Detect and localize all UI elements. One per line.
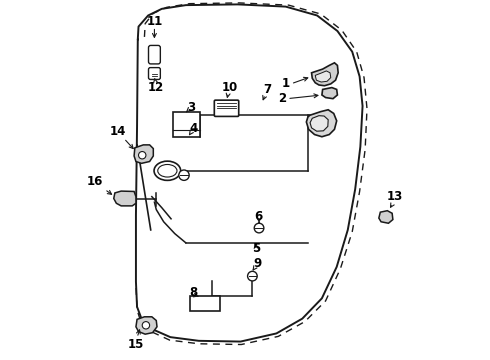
Circle shape — [142, 321, 149, 329]
Circle shape — [247, 271, 257, 281]
Text: 7: 7 — [263, 83, 271, 96]
Text: 10: 10 — [222, 81, 238, 94]
Text: 15: 15 — [128, 338, 144, 351]
Text: 6: 6 — [254, 211, 262, 224]
Text: 4: 4 — [189, 122, 197, 135]
Polygon shape — [312, 63, 338, 86]
Text: 16: 16 — [87, 175, 103, 188]
Polygon shape — [306, 110, 337, 137]
Polygon shape — [114, 191, 136, 206]
Circle shape — [179, 170, 189, 180]
Bar — [173, 112, 199, 138]
Text: 2: 2 — [278, 92, 286, 105]
Polygon shape — [136, 317, 157, 334]
Text: 12: 12 — [148, 81, 165, 94]
Polygon shape — [134, 145, 153, 163]
Text: 9: 9 — [254, 257, 262, 270]
Polygon shape — [322, 87, 338, 99]
Text: 11: 11 — [147, 14, 163, 27]
Bar — [190, 296, 220, 311]
FancyBboxPatch shape — [148, 45, 160, 64]
Ellipse shape — [158, 165, 177, 177]
Text: 1: 1 — [282, 77, 290, 90]
Polygon shape — [315, 71, 331, 82]
Circle shape — [254, 223, 264, 233]
Text: 14: 14 — [109, 125, 125, 139]
Text: 3: 3 — [187, 102, 196, 114]
Polygon shape — [379, 211, 393, 223]
Text: 13: 13 — [387, 190, 403, 203]
FancyBboxPatch shape — [148, 68, 160, 80]
Text: 5: 5 — [252, 242, 260, 255]
FancyBboxPatch shape — [214, 100, 239, 116]
Ellipse shape — [154, 161, 181, 180]
Polygon shape — [310, 116, 328, 131]
Text: 8: 8 — [189, 286, 197, 299]
Circle shape — [139, 152, 146, 159]
